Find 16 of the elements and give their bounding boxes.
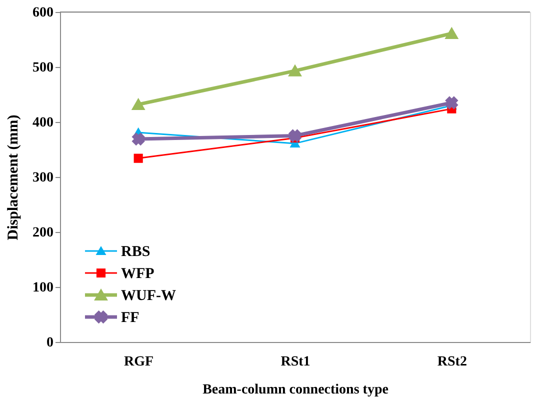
x-tick-label: RGF <box>124 354 154 370</box>
y-tick-label: 200 <box>32 226 54 240</box>
y-tick-label: 0 <box>46 336 54 350</box>
x-tick-label: RSt2 <box>437 354 467 370</box>
x-axis-title: Beam-column connections type <box>202 382 388 398</box>
y-tick-label: 600 <box>32 6 54 20</box>
legend-label: FF <box>121 310 140 326</box>
y-tick-label: 500 <box>32 60 54 76</box>
legend-label: WFP <box>121 266 154 282</box>
y-tick-label: 100 <box>32 280 54 296</box>
legend-label: RBS <box>121 244 150 260</box>
legend-label: WUF-W <box>121 288 176 304</box>
y-axis-title: Displacement (mm) <box>6 114 22 240</box>
y-tick-label: 400 <box>32 116 54 130</box>
x-tick-label: RSt1 <box>280 354 310 370</box>
y-tick-label: 300 <box>32 170 54 186</box>
